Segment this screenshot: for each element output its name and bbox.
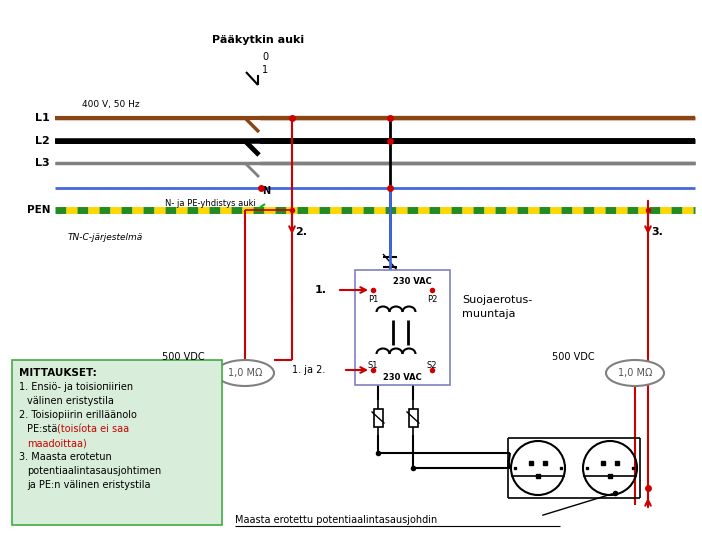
Bar: [409, 409, 418, 426]
Text: 3. Maasta erotetun: 3. Maasta erotetun: [19, 452, 112, 462]
Bar: [355, 270, 450, 385]
Text: MITTAUKSET:: MITTAUKSET:: [19, 368, 97, 378]
Text: välinen eristystila: välinen eristystila: [27, 396, 114, 406]
Text: PE:stä: PE:stä: [27, 424, 60, 434]
Text: 1. ja 2.: 1. ja 2.: [291, 365, 325, 375]
Text: Suojaerotus-: Suojaerotus-: [462, 295, 532, 305]
Text: 1,0 MΩ: 1,0 MΩ: [228, 368, 262, 378]
Text: S1: S1: [368, 361, 378, 370]
Bar: [12, 360, 222, 525]
Text: TN-C-järjestelmä: TN-C-järjestelmä: [68, 232, 143, 241]
Text: 400 V, 50 Hz: 400 V, 50 Hz: [82, 100, 140, 108]
Text: 230 VAC: 230 VAC: [383, 374, 422, 383]
Text: N- ja PE-yhdistys auki: N- ja PE-yhdistys auki: [165, 200, 256, 208]
Text: 1.: 1.: [315, 285, 327, 295]
Text: P2: P2: [427, 295, 437, 305]
Text: 3.: 3.: [651, 227, 663, 237]
Bar: [373, 409, 383, 426]
Text: 230 VAC: 230 VAC: [392, 277, 431, 286]
Text: potentiaalintasausjohtimen: potentiaalintasausjohtimen: [27, 466, 161, 476]
Text: 2. Toisiopiirin erilläänolo: 2. Toisiopiirin erilläänolo: [19, 410, 137, 420]
Text: 1. Ensiö- ja toisiопiirien: 1. Ensiö- ja toisiопiirien: [19, 382, 133, 392]
Text: muuntaja: muuntaja: [462, 309, 515, 319]
Text: ja PE:n välinen eristystila: ja PE:n välinen eristystila: [27, 480, 150, 490]
Text: N: N: [262, 186, 270, 196]
Text: maadoittaa): maadoittaa): [27, 438, 87, 448]
Text: PEN: PEN: [27, 205, 50, 215]
Text: L3: L3: [35, 158, 50, 168]
Text: L2: L2: [35, 136, 50, 146]
Text: 500 VDC: 500 VDC: [552, 352, 595, 362]
Text: (toisíota ei saa: (toisíota ei saa: [57, 424, 129, 434]
Text: Pääkytkin auki: Pääkytkin auki: [212, 35, 304, 45]
Ellipse shape: [216, 360, 274, 386]
Text: 500 VDC: 500 VDC: [162, 352, 205, 362]
Text: 2.: 2.: [295, 227, 307, 237]
Ellipse shape: [606, 360, 664, 386]
Text: Maasta erotettu potentiaalintasausjohdin: Maasta erotettu potentiaalintasausjohdin: [235, 515, 437, 525]
Text: S2: S2: [427, 361, 437, 370]
Text: 1,0 MΩ: 1,0 MΩ: [618, 368, 652, 378]
Text: 1: 1: [262, 65, 268, 75]
Text: P1: P1: [368, 295, 378, 305]
Text: 0: 0: [262, 52, 268, 62]
Text: L1: L1: [35, 113, 50, 123]
